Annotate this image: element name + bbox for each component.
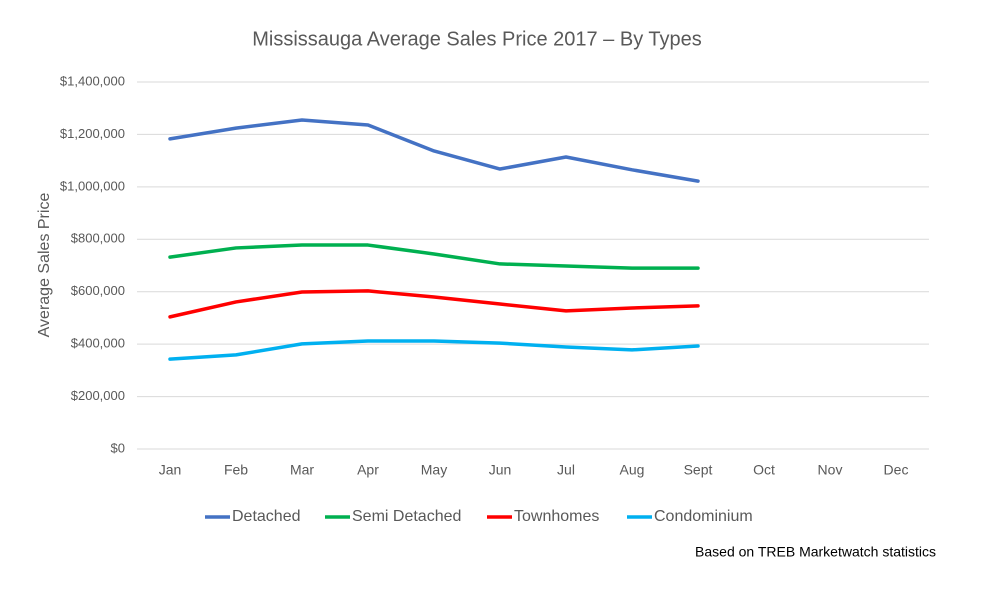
x-tick-label: Oct xyxy=(753,462,775,478)
y-tick-label: $1,400,000 xyxy=(60,73,125,88)
x-tick-label: Mar xyxy=(290,462,314,478)
y-tick-label: $200,000 xyxy=(71,388,125,403)
x-tick-label: Feb xyxy=(224,462,248,478)
series-line xyxy=(168,289,700,319)
source-note: Based on TREB Marketwatch statistics xyxy=(695,544,936,560)
x-tick-label: Apr xyxy=(357,462,379,478)
y-tick-label: $400,000 xyxy=(71,336,125,351)
y-tick-label: $1,200,000 xyxy=(60,126,125,141)
x-tick-label: Jul xyxy=(557,462,575,478)
series-line xyxy=(168,339,700,361)
x-tick-label: Aug xyxy=(620,462,645,478)
x-tick-label: Nov xyxy=(818,462,843,478)
legend-label: Townhomes xyxy=(514,508,599,525)
legend-label: Condominium xyxy=(654,508,753,525)
x-tick-label: Sept xyxy=(684,462,713,478)
y-tick-label: $0 xyxy=(111,440,125,455)
x-tick-label: Dec xyxy=(884,462,909,478)
legend-label: Semi Detached xyxy=(352,508,461,525)
x-tick-label: Jun xyxy=(489,462,512,478)
y-tick-label: $1,000,000 xyxy=(60,178,125,193)
y-tick-label: $600,000 xyxy=(71,283,125,298)
y-tick-label: $800,000 xyxy=(71,231,125,246)
chart-title: Mississauga Average Sales Price 2017 – B… xyxy=(252,28,702,50)
legend-label: Detached xyxy=(232,508,301,525)
y-axis-label: Average Sales Price xyxy=(36,193,53,338)
series-line xyxy=(168,118,700,183)
series-line xyxy=(168,243,700,270)
x-tick-label: Jan xyxy=(159,462,182,478)
x-tick-label: May xyxy=(421,462,447,478)
